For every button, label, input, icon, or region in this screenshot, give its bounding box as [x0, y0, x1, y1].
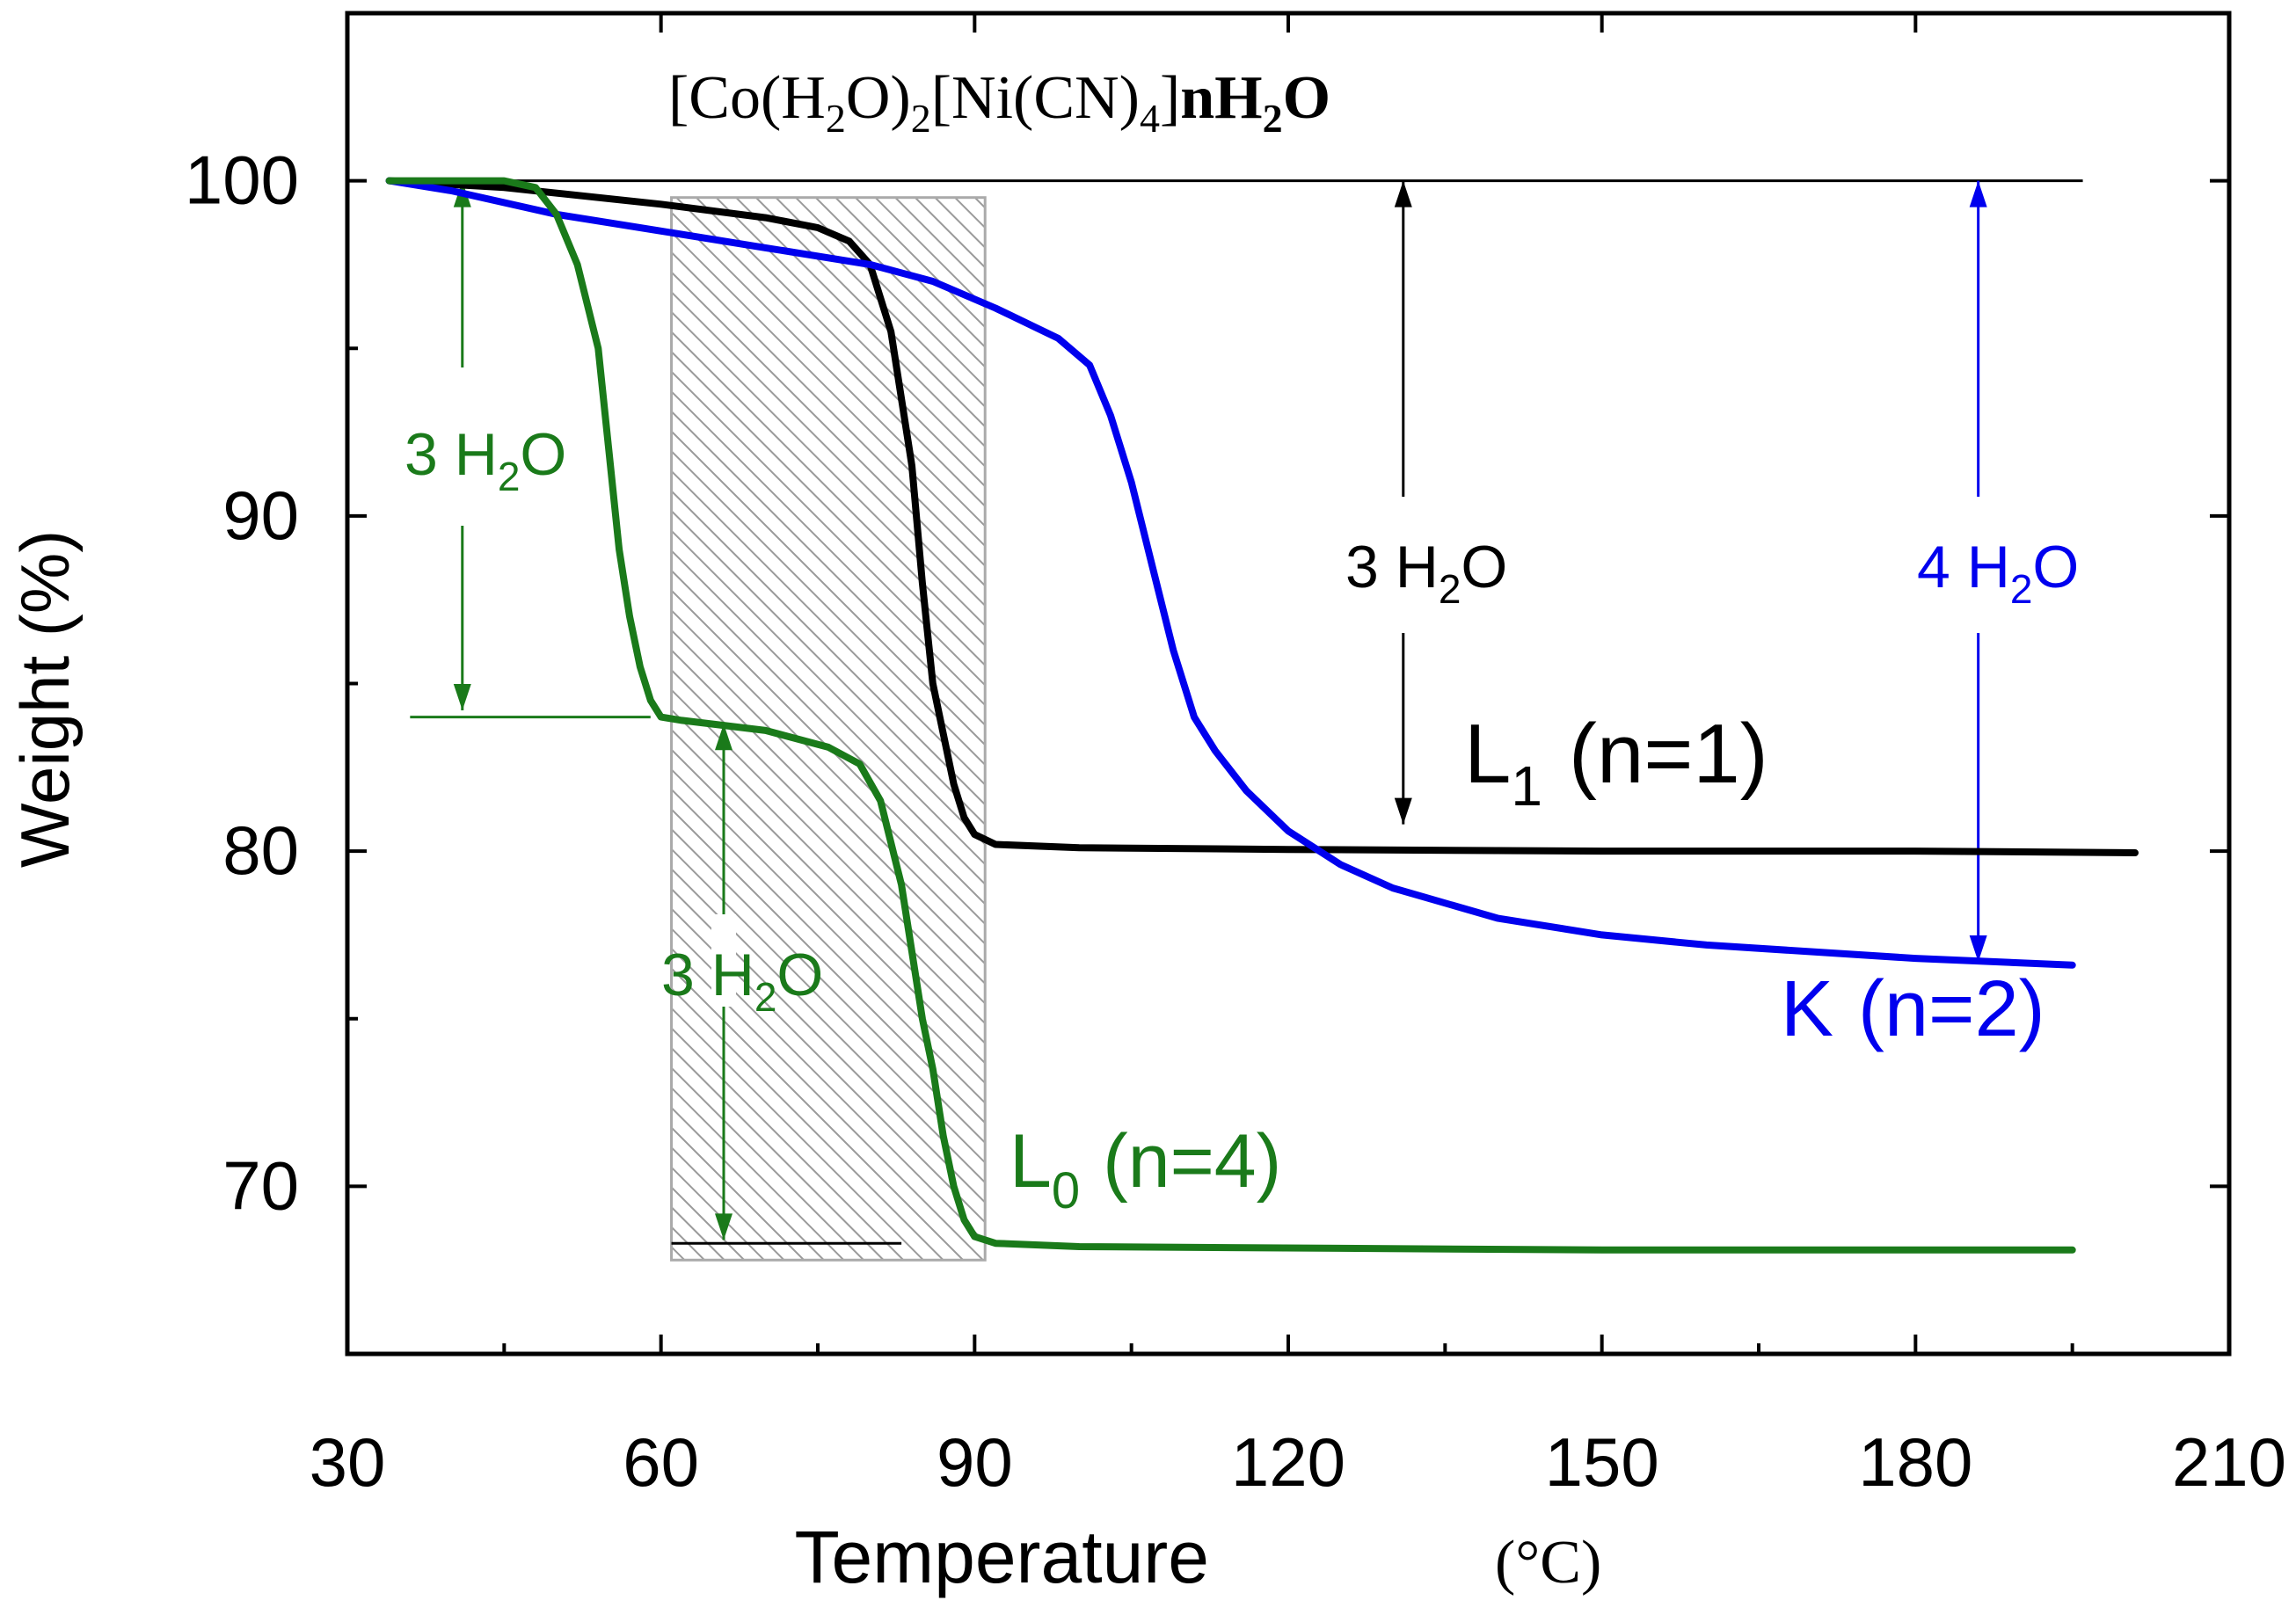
reference-lines [389, 179, 2083, 1245]
k-arrow-gap [1965, 497, 1991, 633]
y-tick-label: 90 [222, 476, 299, 554]
x-tick-label: 120 [1231, 1423, 1345, 1501]
x-tick-label: 180 [1858, 1423, 1972, 1501]
tick-labels: 30 60 90 120 150 180 210 70 80 90 100 [185, 142, 2286, 1501]
series-line-k [385, 177, 2076, 969]
chart-title: [Co(H2O)2[Ni(CN)4]nH2O [668, 64, 1330, 141]
series-label-k: K (n=2) [1781, 965, 2045, 1053]
k-water-label: 4 H2O [1917, 534, 2079, 612]
l0-lower-arrow-head-down [715, 1213, 733, 1240]
y-tick-label: 80 [222, 811, 299, 889]
series-line-l0 [385, 177, 2076, 1254]
series-group [385, 177, 2139, 1254]
x-tick-label: 210 [2172, 1423, 2286, 1501]
x-axis-unit: (°C) [1495, 1529, 1601, 1597]
plot-frame [345, 11, 2232, 1357]
l1-water-label: 3 H2O [1345, 534, 1507, 612]
y-tick-label: 70 [222, 1146, 299, 1224]
l1-arrow-gap [1390, 497, 1416, 633]
y-axis-label: Weight (%) [6, 530, 84, 868]
axis-ticks [346, 13, 2231, 1354]
series-label-l0: L0 (n=4) [1010, 1119, 1281, 1219]
k-arrow-head-down [1969, 935, 1987, 962]
x-tick-label: 30 [310, 1423, 386, 1501]
series-label-l1: L1 (n=1) [1464, 707, 1768, 818]
l0-upper-arrow-head-down [453, 684, 471, 710]
l0-upper-water-label: 3 H2O [405, 421, 566, 499]
l0-upper-arrow-gap [449, 367, 475, 526]
l0-lower-water-label: 3 H2O [661, 942, 823, 1020]
y-tick-label: 100 [185, 142, 299, 219]
k-arrow-head-up [1969, 180, 1987, 207]
annotation-arrows [449, 180, 1991, 1240]
l0-lower-arrow-head-up [715, 724, 733, 751]
x-tick-label: 90 [937, 1423, 1013, 1501]
x-tick-label: 150 [1545, 1423, 1659, 1501]
series-line-l1 [385, 177, 2139, 856]
l1-arrow-head-down [1394, 797, 1412, 825]
l1-arrow-head-up [1394, 180, 1412, 207]
x-tick-label: 60 [623, 1423, 699, 1501]
x-axis-label: Temperature [794, 1516, 1209, 1598]
l0-lower-arrow-gap [711, 914, 736, 1007]
